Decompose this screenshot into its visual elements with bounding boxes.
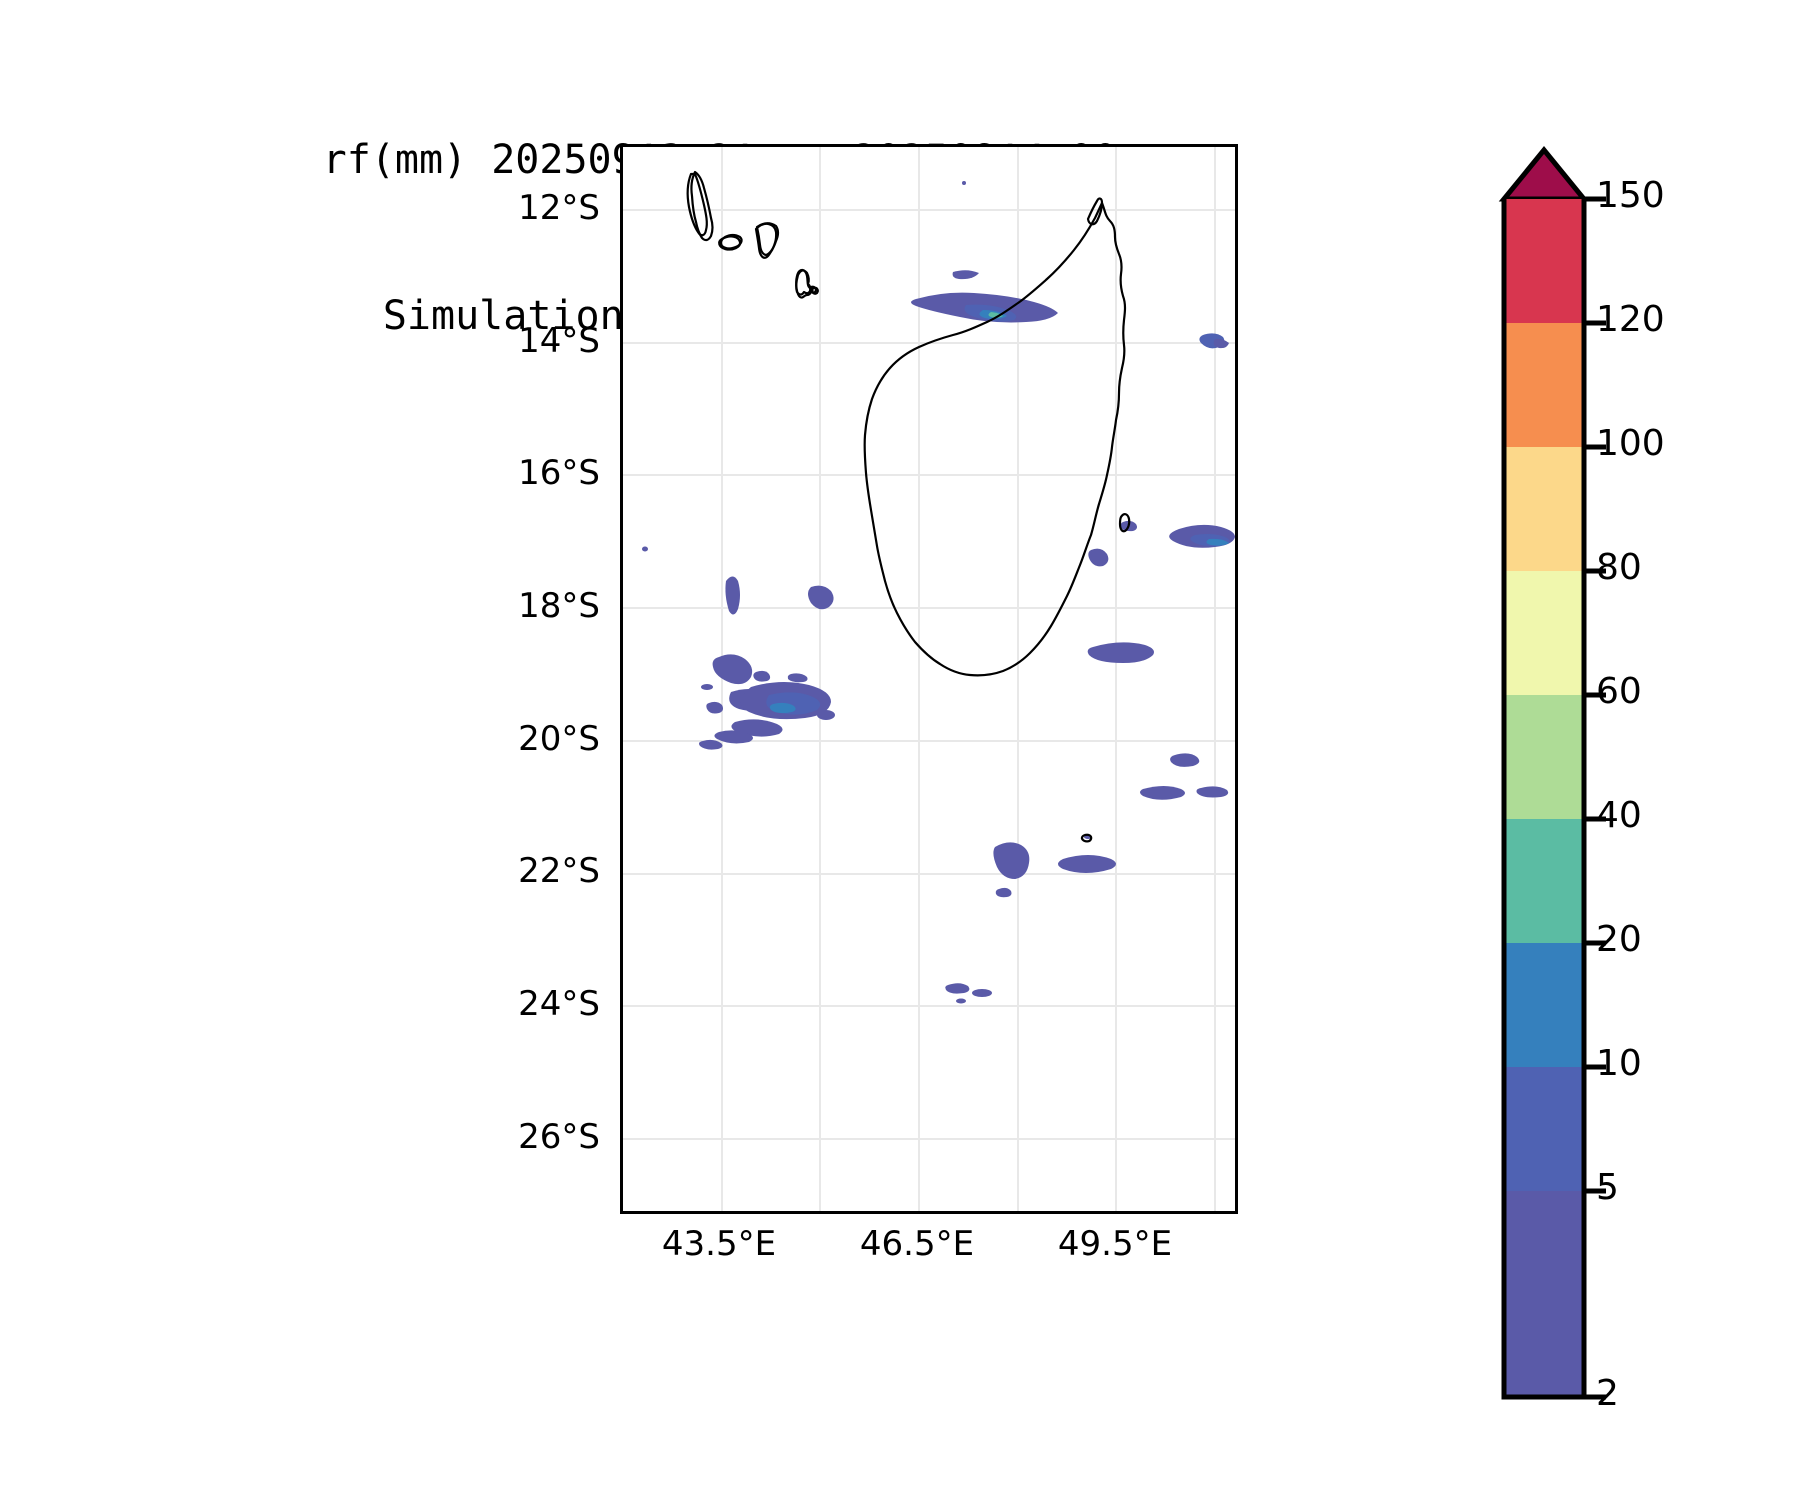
cbar-tick-10: 10: [1596, 1043, 1642, 1084]
rainfall-contours: [642, 181, 1235, 1004]
cbar-tick-20: 20: [1596, 919, 1642, 960]
cbar-tick-2: 2: [1596, 1373, 1619, 1414]
map-plot-area: [620, 144, 1238, 1214]
cbar-tick-80: 80: [1596, 547, 1642, 588]
cbar-tick-60: 60: [1596, 671, 1642, 712]
lat-tick-16S: 16°S: [518, 453, 600, 493]
madagascar-outline: [686, 172, 1131, 843]
colorbar-outline: [1501, 199, 1587, 1400]
cbar-tick-100: 100: [1596, 423, 1665, 464]
lat-tick-14S: 14°S: [518, 321, 600, 361]
lat-tick-24S: 24°S: [518, 984, 600, 1024]
colorbar-bands: [1504, 199, 1584, 1397]
lon-tick-49-5E: 49.5°E: [1057, 1224, 1173, 1264]
lat-tick-26S: 26°S: [518, 1117, 600, 1157]
lon-tick-43-5E: 43.5°E: [661, 1224, 777, 1264]
lat-tick-18S: 18°S: [518, 586, 600, 626]
colorbar-canvas: [1498, 146, 1606, 1400]
cbar-tick-120: 120: [1596, 299, 1665, 340]
cbar-tick-150: 150: [1596, 175, 1665, 216]
lat-tick-12S: 12°S: [518, 188, 600, 228]
lon-tick-46-5E: 46.5°E: [859, 1224, 975, 1264]
lat-tick-22S: 22°S: [518, 851, 600, 891]
cbar-tick-40: 40: [1596, 795, 1642, 836]
colorbar: [1498, 144, 1638, 1404]
cbar-tick-5: 5: [1596, 1167, 1619, 1208]
gridlines: [623, 147, 1235, 1211]
colorbar-ticks: [1584, 196, 1606, 1400]
map-canvas: [623, 147, 1235, 1211]
lat-tick-20S: 20°S: [518, 719, 600, 759]
colorbar-extend-arrow: [1498, 146, 1590, 202]
